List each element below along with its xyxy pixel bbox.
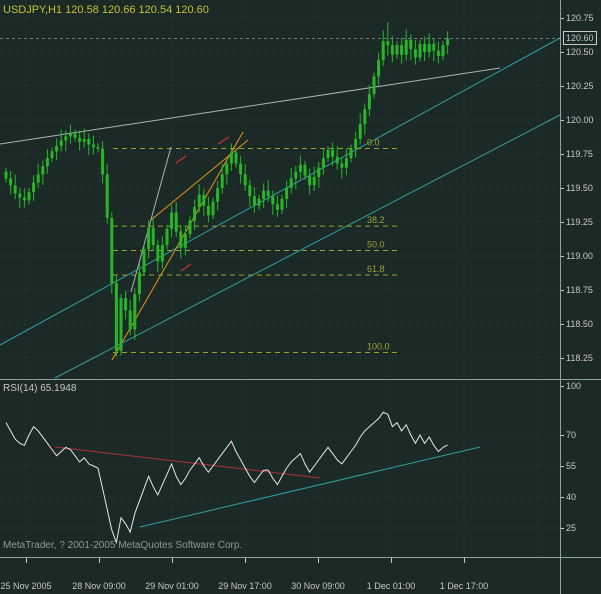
- rsi-axis-label: 55: [566, 461, 577, 471]
- grid-lines: [0, 0, 561, 379]
- axis-tick: [561, 324, 564, 325]
- panel-divider-2[interactable]: [0, 557, 601, 558]
- price-axis-label: 118.50: [566, 319, 593, 329]
- rsi-trendlines[interactable]: [54, 446, 481, 528]
- price-axis-label: 120.00: [566, 115, 594, 125]
- time-axis-label: 28 Nov 09:00: [72, 581, 126, 591]
- copyright-watermark: MetaTrader, ? 2001-2005 MetaQuotes Softw…: [3, 540, 243, 551]
- svg-text:61.8: 61.8: [367, 264, 385, 274]
- price-axis-label: 120.25: [566, 81, 594, 91]
- chart-title: USDJPY,H1 120.58 120.66 120.54 120.60: [3, 4, 209, 16]
- axis-tick: [561, 386, 564, 387]
- rsi-line: [5, 411, 448, 545]
- time-axis-label: 25 Nov 2005: [0, 581, 52, 591]
- rsi-indicator-label: RSI(14) 65.1948: [3, 383, 77, 394]
- price-axis-label: 119.25: [566, 217, 593, 227]
- time-axis-label: 29 Nov 01:00: [145, 581, 199, 591]
- time-axis[interactable]: 25 Nov 2005 28 Nov 09:00 29 Nov 01:00 29 No…: [0, 558, 561, 594]
- axis-tick: [464, 558, 465, 563]
- axis-tick: [561, 86, 564, 87]
- main-chart-panel[interactable]: 0.0 38.2 50.0 61.8 100.0 USDJPY,H1 120.58 12…: [0, 0, 561, 379]
- rsi-canvas[interactable]: [0, 380, 561, 557]
- axis-tick: [561, 497, 564, 498]
- axis-tick: [318, 558, 319, 563]
- svg-text:100.0: 100.0: [367, 342, 390, 352]
- price-axis-label: 118.75: [566, 285, 593, 295]
- wave-markers: [175, 136, 230, 272]
- axis-tick: [561, 18, 564, 19]
- trendlines[interactable]: [0, 37, 561, 379]
- time-axis-label: 30 Nov 09:00: [291, 581, 345, 591]
- axis-tick: [561, 466, 564, 467]
- fibonacci-retracement[interactable]: 0.0 38.2 50.0 61.8 100.0: [113, 138, 397, 354]
- axis-tick: [561, 435, 564, 436]
- axis-tick: [561, 358, 564, 359]
- axis-tick: [561, 222, 564, 223]
- price-axis-label: 120.75: [566, 13, 594, 23]
- axis-tick: [561, 52, 564, 53]
- rsi-axis-label: 40: [566, 492, 577, 502]
- rsi-axis-label: 70: [566, 430, 577, 440]
- axis-tick: [561, 154, 564, 155]
- axis-tick: [391, 558, 392, 563]
- price-axis-label: 119.50: [566, 183, 593, 193]
- rsi-axis-label: 25: [566, 523, 577, 533]
- axis-tick: [561, 528, 564, 529]
- time-axis-label: 29 Nov 17:00: [218, 581, 272, 591]
- price-axis-label: 119.75: [566, 149, 593, 159]
- price-axis-label: 119.00: [566, 251, 593, 261]
- price-axis-label: 118.25: [566, 353, 593, 363]
- axis-tick: [26, 558, 27, 563]
- time-axis-label: 1 Dec 17:00: [439, 581, 489, 591]
- axis-tick: [245, 558, 246, 563]
- rsi-panel[interactable]: RSI(14) 65.1948 MetaTrader, ? 2001-2005 …: [0, 380, 561, 557]
- price-axis[interactable]: 120.60 120.75 120.50 120.25 120.00 119.75 119…: [560, 0, 601, 594]
- axis-tick: [561, 256, 564, 257]
- grid-lines: [0, 380, 561, 557]
- rsi-axis-label: 100: [566, 381, 582, 391]
- svg-text:0.0: 0.0: [367, 138, 380, 148]
- axis-tick: [99, 558, 100, 563]
- panel-divider[interactable]: [0, 379, 601, 380]
- candlestick-series: [4, 22, 450, 357]
- main-chart-canvas[interactable]: 0.0 38.2 50.0 61.8 100.0: [0, 0, 561, 379]
- time-axis-label: 1 Dec 01:00: [366, 581, 416, 591]
- svg-text:38.2: 38.2: [367, 215, 385, 225]
- svg-text:50.0: 50.0: [367, 240, 385, 250]
- axis-tick: [561, 120, 564, 121]
- current-price-badge: 120.60: [563, 31, 597, 46]
- axis-tick: [561, 188, 564, 189]
- axis-tick: [561, 290, 564, 291]
- price-axis-label: 120.50: [566, 47, 594, 57]
- axis-tick: [172, 558, 173, 563]
